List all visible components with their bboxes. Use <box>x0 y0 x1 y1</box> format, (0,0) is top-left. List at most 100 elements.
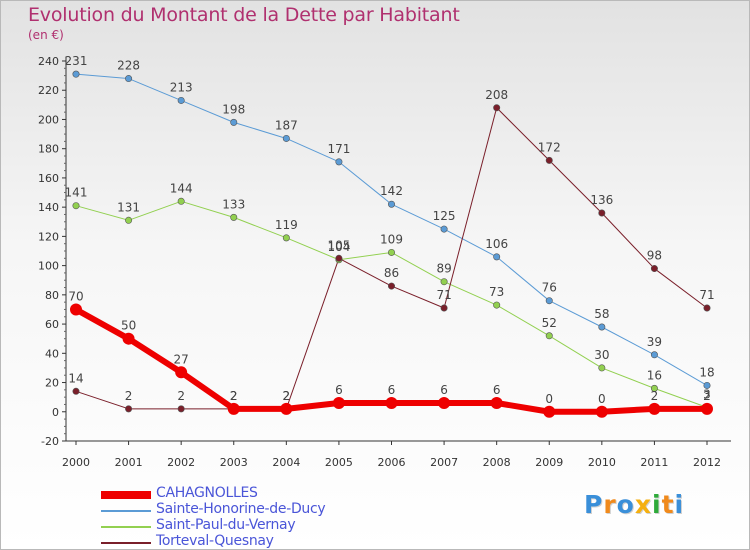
data-point <box>545 332 553 340</box>
x-tick-label: 2004 <box>272 456 300 469</box>
data-label: 2 <box>283 389 291 403</box>
y-tick-label: 240 <box>38 55 59 68</box>
legend-swatch <box>101 526 151 528</box>
data-label: 171 <box>327 142 350 156</box>
data-label: 6 <box>335 383 343 397</box>
data-point <box>72 70 80 78</box>
data-label: 98 <box>647 249 662 263</box>
series-line <box>75 73 708 386</box>
data-point <box>543 405 556 418</box>
data-label: 131 <box>117 200 140 214</box>
data-point <box>125 216 133 224</box>
data-label: 141 <box>65 186 88 200</box>
y-tick-label: 60 <box>45 318 59 331</box>
data-label: 30 <box>594 348 609 362</box>
data-point <box>387 282 395 290</box>
x-tick-label: 2003 <box>220 456 248 469</box>
x-tick-label: 2011 <box>640 456 668 469</box>
legend: CAHAGNOLLES Sainte-Honorine-de-Ducy Saint-… <box>101 485 401 549</box>
x-tick-label: 2005 <box>325 456 353 469</box>
x-tick-label: 2008 <box>483 456 511 469</box>
data-point <box>598 364 606 372</box>
data-label: 172 <box>538 140 561 154</box>
data-point <box>177 405 185 413</box>
data-label: 89 <box>436 262 451 276</box>
data-point <box>70 303 82 316</box>
data-label: 0 <box>598 392 606 406</box>
proxiti-logo: Proxiti <box>584 490 684 519</box>
data-point <box>493 104 501 112</box>
axes: -200204060801001201401601802002202402000… <box>38 55 731 469</box>
data-label: 2 <box>230 389 238 403</box>
data-point <box>282 134 290 142</box>
data-point <box>387 248 395 256</box>
x-tick-label: 2002 <box>167 456 195 469</box>
data-point <box>650 265 658 273</box>
data-point <box>332 397 345 409</box>
y-tick-label: 0 <box>52 406 59 419</box>
data-point <box>177 197 185 205</box>
data-label: 6 <box>493 383 501 397</box>
y-tick-label: 140 <box>38 201 59 214</box>
data-label: 52 <box>542 316 557 330</box>
data-point <box>385 397 398 409</box>
x-tick-label: 2001 <box>115 456 143 469</box>
data-label: 2 <box>703 389 711 403</box>
legend-item: Torteval-Quesnay <box>101 533 401 549</box>
data-point <box>493 301 501 309</box>
data-point <box>440 278 448 286</box>
data-label: 58 <box>594 307 609 321</box>
data-label: 109 <box>380 232 403 246</box>
data-label: 142 <box>380 184 403 198</box>
y-tick-label: 180 <box>38 143 59 156</box>
y-tick-label: 20 <box>45 377 59 390</box>
data-point <box>703 304 711 312</box>
data-label: 71 <box>699 288 714 302</box>
legend-item: Saint-Paul-du-Vernay <box>101 517 401 535</box>
data-label: 6 <box>440 383 448 397</box>
data-label: 27 <box>174 352 189 366</box>
data-point <box>72 202 80 210</box>
y-tick-label: 80 <box>45 289 59 302</box>
legend-swatch <box>101 491 151 499</box>
chart-title: Evolution du Montant de la Dette par Hab… <box>28 4 460 26</box>
data-label: 2 <box>651 389 659 403</box>
data-label: 14 <box>68 371 83 385</box>
legend-label: Sainte-Honorine-de-Ducy <box>156 501 326 517</box>
data-point <box>650 384 658 392</box>
data-point <box>387 200 395 208</box>
logo-letter: i <box>652 490 662 519</box>
data-label: 228 <box>117 59 140 73</box>
data-label: 136 <box>590 193 613 207</box>
chart-subtitle: (en €) <box>28 28 64 42</box>
data-label: 208 <box>485 88 508 102</box>
logo-letter: x <box>634 490 652 519</box>
legend-label: Saint-Paul-du-Vernay <box>156 517 296 533</box>
data-label: 119 <box>275 218 298 232</box>
data-label: 16 <box>647 368 662 382</box>
data-point <box>335 158 343 166</box>
data-point <box>598 323 606 331</box>
data-label: 70 <box>68 289 83 303</box>
y-tick-label: 220 <box>38 84 59 97</box>
y-tick-label: 40 <box>45 347 59 360</box>
data-point <box>701 402 713 415</box>
data-point <box>72 387 80 395</box>
data-point <box>650 351 658 359</box>
logo-letter: r <box>603 490 617 519</box>
y-tick-label: 120 <box>38 230 59 243</box>
data-label: 231 <box>65 54 88 68</box>
data-label: 105 <box>327 238 350 252</box>
logo-letter: o <box>616 490 635 519</box>
data-point <box>595 405 608 418</box>
data-label: 76 <box>542 281 557 295</box>
data-label: 133 <box>222 197 245 211</box>
data-point <box>227 402 240 415</box>
y-tick-label: -20 <box>41 435 59 448</box>
x-tick-label: 2012 <box>693 456 721 469</box>
data-label: 106 <box>485 237 508 251</box>
data-label: 73 <box>489 285 504 299</box>
data-point <box>545 297 553 305</box>
